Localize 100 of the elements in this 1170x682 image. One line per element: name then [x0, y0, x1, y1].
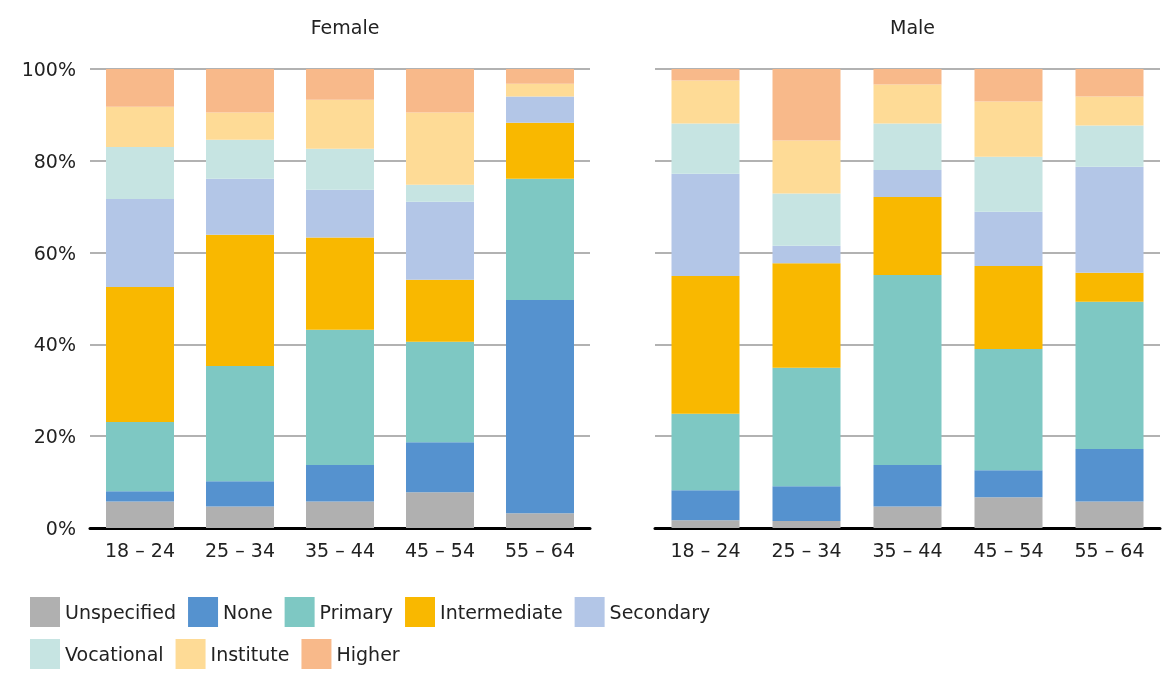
bar — [1075, 449, 1144, 502]
bar — [406, 69, 474, 113]
bar — [406, 201, 474, 280]
bar — [206, 139, 274, 179]
bar — [206, 234, 274, 366]
legend-label: Unspecified — [65, 601, 177, 623]
bar — [506, 122, 574, 179]
bar — [873, 69, 942, 85]
y-tick-label: 20% — [33, 425, 76, 448]
bar — [772, 367, 841, 487]
bar — [873, 275, 942, 466]
bar — [506, 178, 574, 300]
legend-label: Institute — [210, 643, 290, 665]
bar — [506, 83, 574, 97]
y-tick-label: 40% — [33, 333, 76, 356]
bar — [206, 506, 274, 528]
bar — [306, 99, 374, 149]
bar — [506, 69, 574, 84]
chart-title: Male — [889, 15, 936, 38]
bar — [671, 80, 740, 124]
bar — [873, 465, 942, 507]
bar — [1075, 166, 1144, 273]
bar — [306, 501, 374, 528]
legend-label: Higher — [336, 643, 400, 665]
x-tick-label: 55 – 64 — [1074, 538, 1145, 561]
bar — [1075, 69, 1144, 97]
bar — [772, 521, 841, 528]
legend-label: Vocational — [65, 643, 164, 665]
bar — [873, 84, 942, 124]
bar — [671, 413, 740, 491]
bar — [406, 442, 474, 493]
y-tick-label: 80% — [33, 149, 76, 172]
bar — [206, 481, 274, 507]
bar — [406, 279, 474, 342]
bar — [106, 287, 174, 422]
bar — [772, 69, 841, 141]
legend-label: Intermediate — [440, 601, 563, 623]
bar — [306, 329, 374, 466]
bar — [406, 492, 474, 528]
bar — [1075, 96, 1144, 126]
bar — [772, 140, 841, 194]
bar — [506, 96, 574, 123]
legend-label: None — [223, 601, 273, 623]
bar — [772, 245, 841, 264]
bar — [671, 69, 740, 81]
x-tick-label: 45 – 54 — [405, 538, 475, 561]
y-tick-label: 0% — [45, 517, 76, 539]
x-tick-label: 25 – 34 — [771, 538, 842, 561]
bar — [306, 189, 374, 238]
x-tick-label: 35 – 44 — [305, 538, 375, 561]
bar — [206, 365, 274, 482]
bar — [106, 147, 174, 199]
y-tick-label: 100% — [21, 58, 76, 80]
bar — [671, 173, 740, 277]
bar — [1075, 501, 1144, 528]
y-tick-label: 60% — [33, 241, 76, 264]
bar — [772, 486, 841, 522]
bar — [873, 123, 942, 170]
bar — [671, 520, 740, 528]
bar — [974, 497, 1043, 528]
x-tick-label: 45 – 54 — [973, 538, 1044, 561]
bar — [106, 421, 174, 492]
bar — [974, 156, 1043, 212]
bar — [306, 465, 374, 502]
bar — [671, 490, 740, 521]
legend-label: Primary — [319, 601, 394, 623]
bar — [974, 69, 1043, 102]
bar — [406, 184, 474, 202]
legend-label: Secondary — [609, 601, 711, 623]
bar — [1075, 272, 1144, 302]
bar — [974, 211, 1043, 266]
bar — [306, 69, 374, 100]
bar — [106, 491, 174, 502]
bar — [873, 197, 942, 276]
bar — [106, 69, 174, 107]
bar — [506, 513, 574, 528]
bar — [772, 263, 841, 368]
bar — [106, 501, 174, 528]
bar — [772, 193, 841, 246]
bar — [873, 169, 942, 198]
bar — [306, 237, 374, 330]
bar — [206, 178, 274, 235]
x-tick-label: 25 – 34 — [205, 538, 275, 561]
bar — [974, 101, 1043, 157]
x-tick-label: 55 – 64 — [505, 538, 575, 561]
bar — [671, 276, 740, 414]
bar — [1075, 125, 1144, 167]
bar — [306, 148, 374, 190]
bar — [206, 112, 274, 140]
bar — [974, 348, 1043, 471]
bar — [206, 69, 274, 113]
bar — [671, 123, 740, 174]
bar — [106, 198, 174, 288]
bar — [506, 299, 574, 514]
bar — [106, 106, 174, 148]
x-tick-label: 35 – 44 — [872, 538, 943, 561]
bar — [974, 265, 1043, 349]
bar — [406, 112, 474, 185]
bar — [974, 470, 1043, 498]
bar — [406, 341, 474, 443]
